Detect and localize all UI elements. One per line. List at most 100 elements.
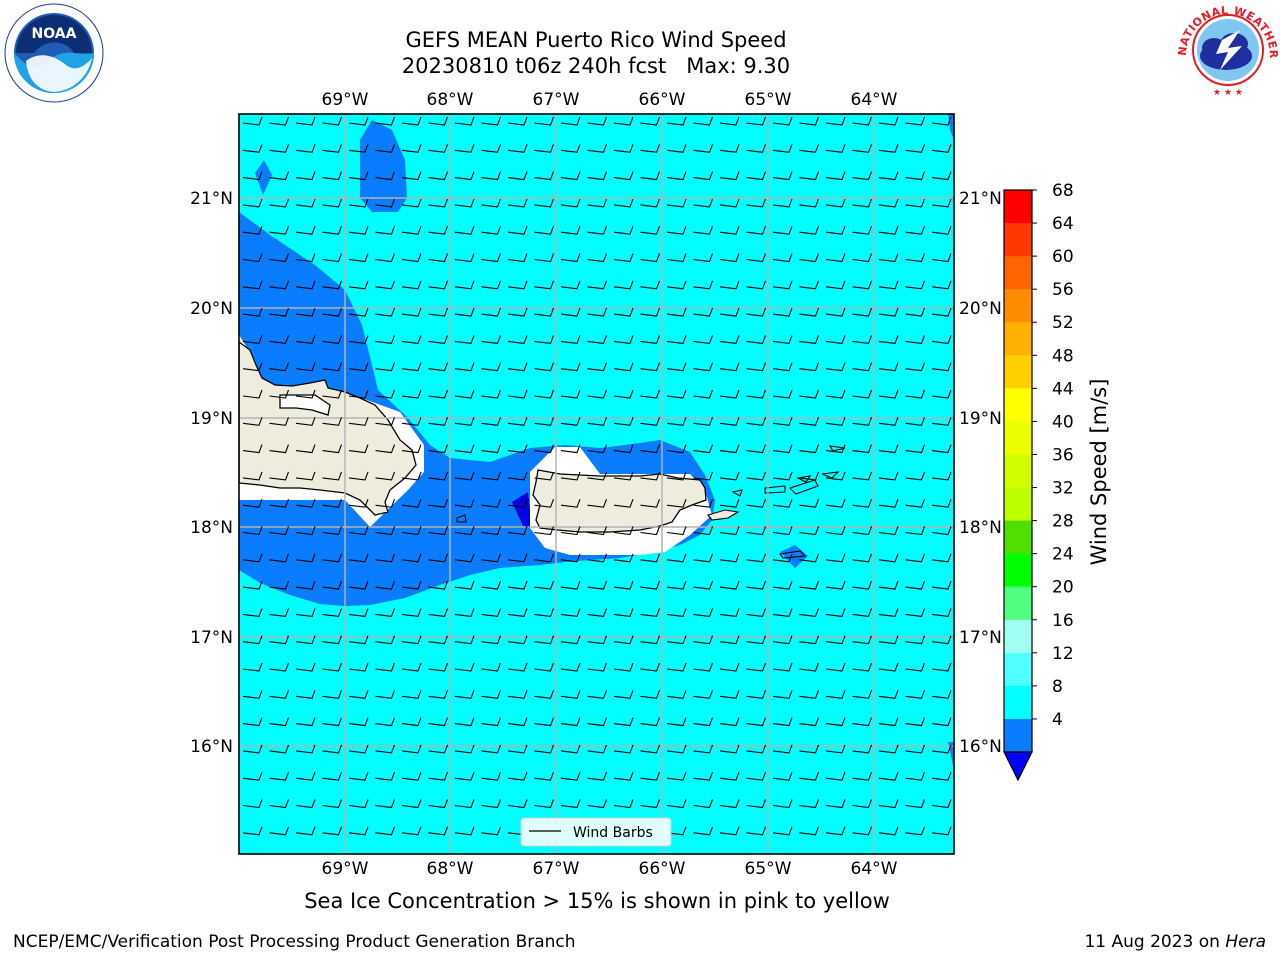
- wind-barb: [454, 280, 475, 290]
- colorbar-tick-label: 68: [1052, 181, 1074, 201]
- colorbar-extend-triangle: [1003, 751, 1033, 782]
- wind-barb: [507, 307, 528, 317]
- wind-barb: [507, 171, 528, 181]
- wind-barb: [242, 144, 263, 153]
- wind-barb: [560, 526, 581, 536]
- wind-barb: [640, 280, 661, 290]
- wind-barb: [587, 553, 608, 563]
- wind-barb: [481, 744, 502, 754]
- wind-barb: [322, 608, 343, 617]
- wind-barb: [693, 307, 714, 317]
- wind-barb: [746, 608, 767, 617]
- wind-barb: [454, 171, 475, 181]
- wind-barb: [799, 335, 820, 344]
- wind-barb: [401, 389, 422, 399]
- wind-band-below-4: [512, 492, 532, 528]
- wind-barb: [905, 226, 926, 235]
- lat-label-left: 19°N: [190, 409, 233, 429]
- wind-barb: [401, 307, 422, 317]
- noaa-logo-text: NOAA: [32, 26, 77, 42]
- wind-barb: [348, 335, 369, 344]
- wind-barb: [613, 635, 634, 645]
- wind-barb: [587, 608, 608, 617]
- wind-barb: [852, 580, 873, 590]
- wind-barb: [719, 335, 740, 344]
- wind-barb: [507, 362, 528, 372]
- wind-barb: [719, 772, 740, 781]
- wind-barb: [269, 526, 290, 536]
- wind-barb: [878, 226, 899, 235]
- wind-barb: [269, 226, 290, 235]
- wind-barb: [905, 444, 926, 454]
- wind-barb: [481, 635, 502, 645]
- wind-barb: [693, 144, 714, 153]
- wind-barb: [746, 389, 767, 399]
- wind-barb: [746, 526, 767, 536]
- wind-barb: [242, 499, 263, 508]
- land-virgin-islands: [764, 471, 840, 495]
- gridlines: [239, 114, 954, 854]
- wind-barb: [772, 826, 793, 836]
- wind-barb: [613, 690, 634, 699]
- wind-barb: [666, 362, 687, 372]
- wind-barb: [348, 826, 369, 836]
- wind-barb: [507, 444, 528, 454]
- wind-barb: [295, 717, 316, 727]
- wind-barb: [852, 499, 873, 508]
- wind-barb: [640, 580, 661, 590]
- wind-barb: [375, 335, 396, 344]
- wind-barb: [534, 253, 555, 263]
- wind-barb: [428, 662, 449, 672]
- wind-barb: [640, 144, 661, 153]
- wind-barb: [666, 826, 687, 836]
- wind-barb: [693, 226, 714, 235]
- wind-barb: [481, 444, 502, 454]
- title-line-1: GEFS MEAN Puerto Rico Wind Speed: [405, 28, 787, 52]
- wind-barb: [348, 444, 369, 454]
- colorbar-segment: [1004, 487, 1032, 522]
- wind-barb: [640, 553, 661, 563]
- lon-label-bottom: 65°W: [745, 859, 792, 879]
- wind-barb: [640, 253, 661, 263]
- wind-barb: [560, 717, 581, 727]
- wind-barb: [772, 417, 793, 426]
- wind-barb: [428, 690, 449, 699]
- colorbar-segment: [1004, 322, 1032, 356]
- wind-barb: [640, 171, 661, 181]
- colorbar-segment: [1004, 685, 1032, 720]
- wind-barb: [746, 772, 767, 781]
- colorbar: 68 64 60 56 52 48 44 40 36 32 28 24 20 16 12 8 4: [1003, 181, 1074, 782]
- wind-barb: [905, 580, 926, 590]
- colorbar-label: Wind Speed [m/s]: [1087, 379, 1111, 566]
- wind-barb: [640, 198, 661, 208]
- wind-barb: [931, 826, 952, 836]
- wind-barb: [905, 362, 926, 372]
- wind-barb: [560, 116, 581, 126]
- wind-barb: [931, 335, 952, 344]
- wind-barb: [905, 826, 926, 836]
- wind-barb: [375, 553, 396, 563]
- wind-barb: [613, 335, 634, 344]
- wind-barb: [931, 226, 952, 235]
- wind-barb: [613, 389, 634, 399]
- land-vieques: [707, 509, 740, 521]
- wind-barb: [772, 772, 793, 781]
- wind-barb: [587, 198, 608, 208]
- wind-barb: [640, 635, 661, 645]
- wind-barb: [905, 417, 926, 426]
- wind-barbs: [242, 116, 952, 836]
- wind-barb: [348, 690, 369, 699]
- wind-barb: [481, 499, 502, 508]
- wind-barb: [401, 608, 422, 617]
- wind-barb: [905, 307, 926, 317]
- wind-barb: [719, 198, 740, 208]
- colorbar-segment: [1004, 223, 1032, 257]
- wind-barb: [587, 171, 608, 181]
- wind-barb: [454, 717, 475, 727]
- wind-barb: [242, 171, 263, 181]
- wind-barb: [878, 690, 899, 699]
- wind-barb: [322, 389, 343, 399]
- wind-barb: [534, 198, 555, 208]
- wind-barb: [401, 526, 422, 536]
- wind-barb: [640, 690, 661, 699]
